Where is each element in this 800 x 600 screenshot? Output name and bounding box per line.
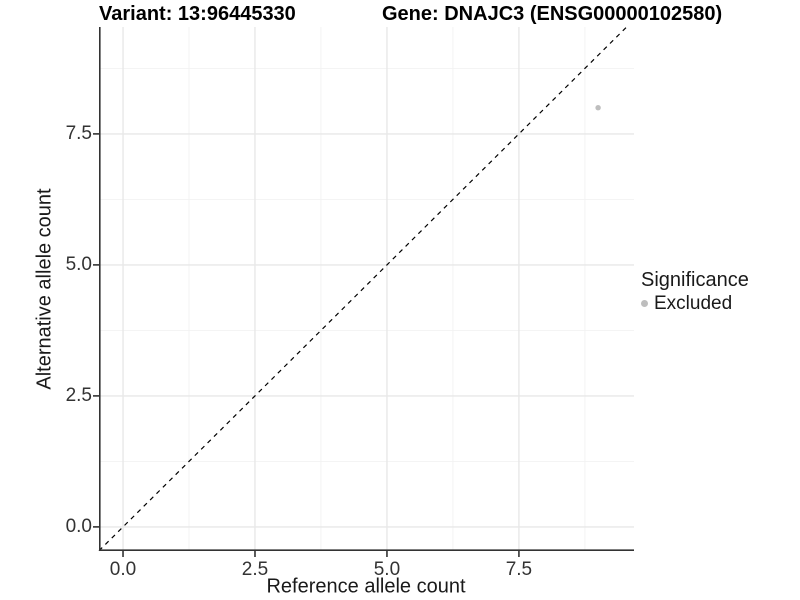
gene-title: Gene: DNAJC3 (ENSG00000102580) [382,3,723,25]
x-tick-label: 7.5 [505,559,533,580]
x-axis-title: Reference allele count [266,575,466,598]
x-tick-label: 0.0 [109,559,137,580]
variant-title: Variant: 13:96445330 [99,3,296,25]
legend-title: Significance [641,269,749,291]
plot-panel [93,26,634,557]
legend-point-icon [641,300,648,307]
legend-item-label: Excluded [654,293,733,314]
x-tick-label: 5.0 [373,559,401,580]
y-tick-label: 5.0 [65,253,92,275]
y-tick-label: 2.5 [65,384,92,406]
y-tick-label: 0.0 [65,515,92,537]
legend: Significance Excluded [641,269,749,315]
data-point [595,104,601,111]
y-axis-title: Alternative allele count [33,188,56,390]
y-tick-label: 7.5 [65,122,92,144]
legend-item-excluded: Excluded [641,292,749,315]
identity-dashed-line [98,26,628,552]
x-tick-label: 2.5 [241,559,269,580]
